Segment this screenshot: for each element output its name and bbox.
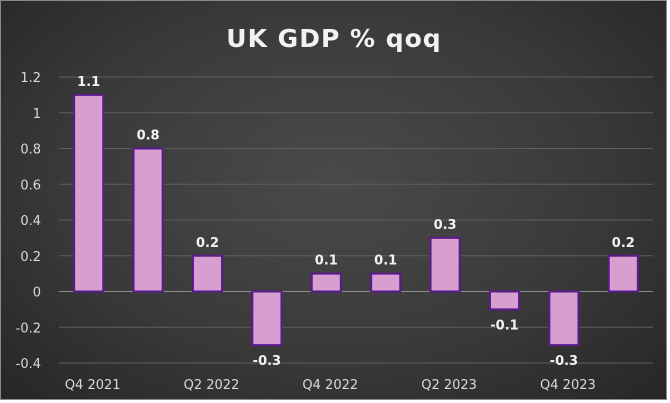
y-axis-ticks: 1.2 1 0.8 0.6 0.4 0.2 0 -0.2 -0.4 [16,71,41,372]
x-tick-label: Q4 2021 [65,378,121,393]
x-tick-label: Q4 2023 [540,378,596,393]
chart-title: UK GDP % qoq [226,24,441,53]
data-label: -0.1 [490,318,518,333]
bar [252,292,281,346]
y-tick-label: 1.2 [20,71,41,86]
y-tick-label: -0.2 [16,321,41,336]
data-label: 0.8 [137,129,160,144]
data-label: -0.3 [550,354,578,369]
bar [490,292,519,310]
bar [134,149,163,292]
bar [74,95,103,292]
y-tick-label: 0.2 [20,250,41,265]
data-label: 0.2 [612,236,635,251]
data-label: 0.1 [315,254,338,269]
bar [549,292,578,346]
bar [371,274,400,292]
data-label: 0.1 [374,254,397,269]
bar-chart: UK GDP % qoq 1.2 1 0.8 0.6 0.4 0.2 0 -0.2 -0.4 1… [1,1,668,401]
y-tick-label: 0.6 [20,178,41,193]
chart-area: UK GDP % qoq 1.2 1 0.8 0.6 0.4 0.2 0 -0.2 -0.4 1… [0,0,667,400]
data-label: 1.1 [77,75,100,90]
bar [193,256,222,292]
y-tick-label: 0 [33,286,41,301]
y-tick-label: 0.8 [20,143,41,158]
x-axis-ticks: Q4 2021 Q2 2022 Q4 2022 Q2 2023 Q4 2023 [65,378,596,393]
y-tick-label: 0.4 [20,214,41,229]
y-tick-label: -0.4 [16,357,41,372]
data-label: 0.3 [434,218,457,233]
data-label: 0.2 [196,236,219,251]
y-tick-label: 1 [33,107,41,122]
x-tick-label: Q4 2022 [302,378,358,393]
bar [609,256,638,292]
bar [312,274,341,292]
x-tick-label: Q2 2023 [421,378,477,393]
x-tick-label: Q2 2022 [184,378,240,393]
bar [431,238,460,292]
data-label: -0.3 [253,354,281,369]
